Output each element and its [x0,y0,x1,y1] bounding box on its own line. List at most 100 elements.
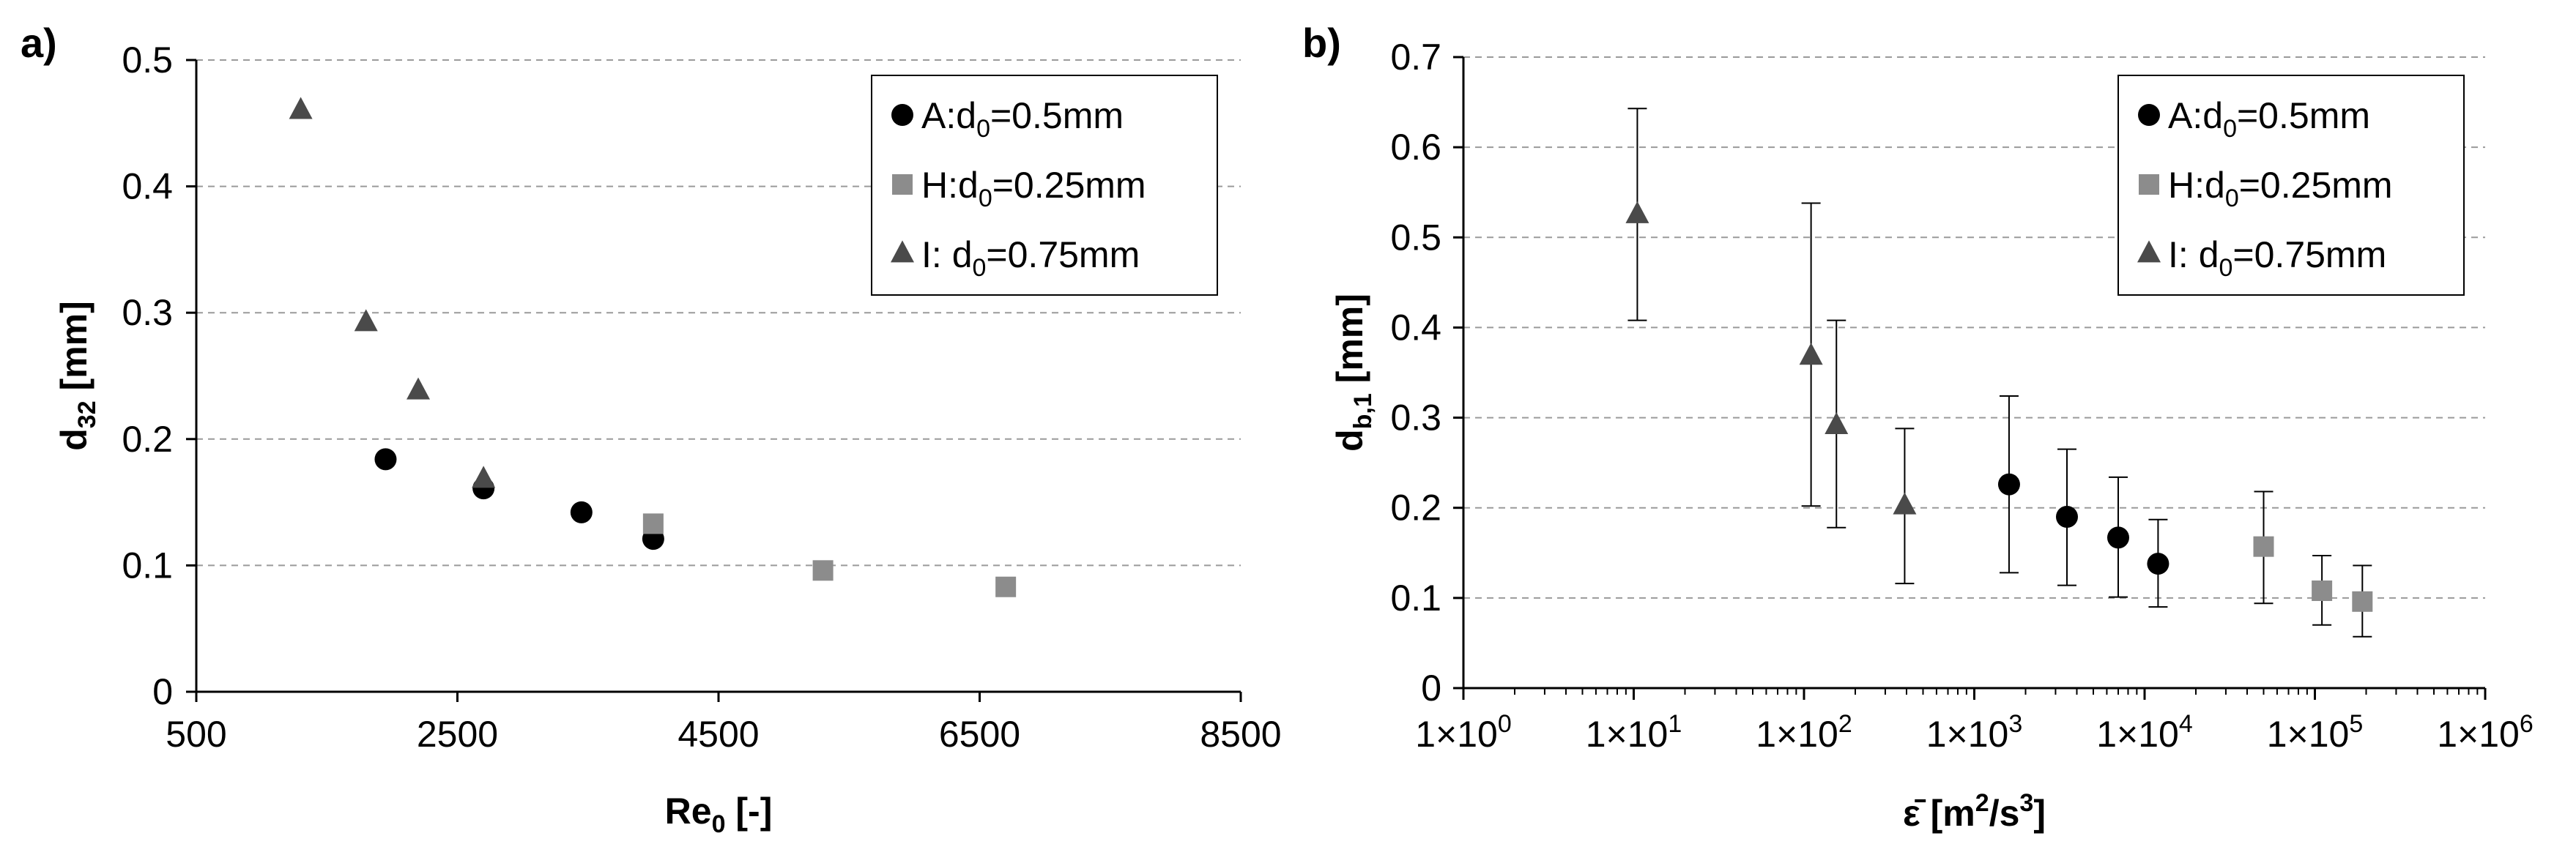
legend-a-marker-2 [891,240,914,263]
x-axis-label: Re0 [-] [665,791,773,838]
legend-b-main-1: d [2205,165,2225,206]
x-tick-base-b-4: 1×10 [2096,714,2179,755]
x-tick-exp-b-2: 2 [1838,710,1852,738]
x-axis-label-b: ε̄ [m2/s3] [1903,789,2046,834]
legend-a-label-2: I: d0=0.75mm [921,234,1140,282]
y-tick-label-b-1: 0.1 [1390,578,1441,619]
y-axis-label-b: db,1 [mm] [1329,294,1377,452]
x-tick-exp-b-5: 5 [2349,710,2363,738]
point-a-s0-0 [374,448,397,471]
legend-b-box [2117,75,2465,296]
x-axis-label-b-tail: [m [1920,793,1975,834]
legend-b-label-0: A:d0=0.5mm [2168,95,2370,143]
x-tick-exp-b-3: 3 [2008,710,2022,738]
legend-b-prefix-1: H: [2168,165,2205,206]
point-b-s1-0 [2253,536,2274,557]
legend-a-marker-1 [892,174,913,195]
legend-b-sub-0: 0 [2223,115,2237,143]
legend-a-prefix-2: I: [921,234,952,275]
legend-b-prefix-0: A: [2168,95,2202,136]
x-axis-label-b-end: ] [2033,793,2046,834]
legend-a-sub-1: 0 [979,184,992,212]
point-b-s1-2 [2352,591,2373,612]
legend-b-marker-1 [2139,174,2159,195]
legend-a-box [871,75,1218,296]
legend-b-sub-1: 0 [2225,184,2239,212]
x-tick-label-b-4: 1×104 [2096,710,2193,755]
legend-a-prefix-1: H: [921,165,958,206]
legend-a-tail-2: =0.75mm [986,234,1140,275]
legend-a-tail-1: =0.25mm [992,165,1146,206]
legend-a-main-0: d [956,95,976,136]
y-axis-label-sub: 32 [73,400,101,428]
x-tick-label-b-2: 1×102 [1756,710,1852,755]
x-tick-base-b-6: 1×10 [2437,714,2520,755]
y-axis-label: d32 [mm] [53,301,101,450]
point-b-s2-0 [1625,201,1649,223]
x-tick-label-b-5: 1×105 [2267,710,2364,755]
x-axis-label-b-sup2: 3 [2019,789,2033,817]
legend-a-prefix-0: A: [921,95,956,136]
y-axis-label-b-sub: b,1 [1349,393,1377,429]
y-tick-label-b-2: 0.2 [1390,488,1441,529]
legend-a-marker-0 [891,104,913,126]
legend-a-main-2: d [952,234,973,275]
point-a-s1-1 [812,560,834,581]
legend-a-sub-2: 0 [973,254,987,282]
y-tick-label-b-3: 0.3 [1390,397,1441,438]
legend-b-sub-2: 0 [2219,254,2233,282]
y-tick-label-3: 0.3 [122,292,173,333]
legend-b-prefix-2: I: [2168,234,2199,275]
x-tick-base-b-0: 1×10 [1415,714,1498,755]
x-tick-base-b-5: 1×10 [2267,714,2350,755]
x-axis-label-tail: [-] [726,791,773,832]
x-axis-label-main: Re [665,791,712,832]
legend-b-tail-1: =0.25mm [2239,165,2393,206]
point-b-s2-1 [1799,343,1823,365]
point-b-s0-1 [2055,506,2078,529]
y-tick-label-5: 0.5 [122,40,173,81]
legend-a-tail-0: =0.5mm [990,95,1124,136]
legend-b-tail-2: =0.75mm [2232,234,2386,275]
y-axis-label-b-tail: [mm] [1329,294,1370,393]
point-a-s2-2 [407,377,431,400]
y-tick-label-b-7: 0.7 [1390,37,1441,78]
legend-b-main-0: d [2202,95,2223,136]
point-b-s0-3 [2147,553,2169,575]
y-tick-label-2: 0.2 [122,419,173,460]
x-tick-label-3: 6500 [939,714,1020,755]
x-tick-label-b-1: 1×101 [1586,710,1682,755]
x-tick-exp-b-1: 1 [1668,710,1682,738]
legend-b-marker-2 [2137,240,2161,263]
point-a-s1-2 [995,576,1017,597]
y-tick-label-0: 0 [152,671,173,712]
panel-label-b: b) [1302,20,1341,66]
legend-b-label-1: H:d0=0.25mm [2168,165,2393,212]
legend-b-marker-0 [2138,104,2160,126]
x-axis-label-b-sup1: 2 [1975,789,1989,817]
x-tick-exp-b-0: 0 [1498,710,1512,738]
x-tick-base-b-3: 1×10 [1926,714,2009,755]
legend-b-label-2: I: d0=0.75mm [2168,234,2386,282]
point-b-s1-1 [2312,580,2333,602]
point-b-s2-3 [1893,492,1917,515]
y-tick-label-b-4: 0.4 [1390,307,1441,348]
point-b-s0-2 [2107,526,2129,549]
x-tick-label-4: 8500 [1200,714,1281,755]
x-tick-label-1: 2500 [417,714,498,755]
point-a-s2-3 [472,466,496,488]
x-tick-label-0: 500 [166,714,226,755]
x-tick-label-2: 4500 [678,714,759,755]
point-a-s1-0 [642,513,664,534]
y-tick-label-4: 0.4 [122,166,173,207]
x-tick-base-b-1: 1×10 [1586,714,1669,755]
legend-a-main-1: d [958,165,979,206]
x-axis-label-b-mid: /s [1989,793,2020,834]
x-tick-exp-b-4: 4 [2179,710,2193,738]
y-axis-label-b-main: d [1329,429,1370,452]
x-tick-label-b-6: 1×106 [2437,710,2534,755]
y-tick-label-b-6: 0.6 [1390,127,1441,168]
